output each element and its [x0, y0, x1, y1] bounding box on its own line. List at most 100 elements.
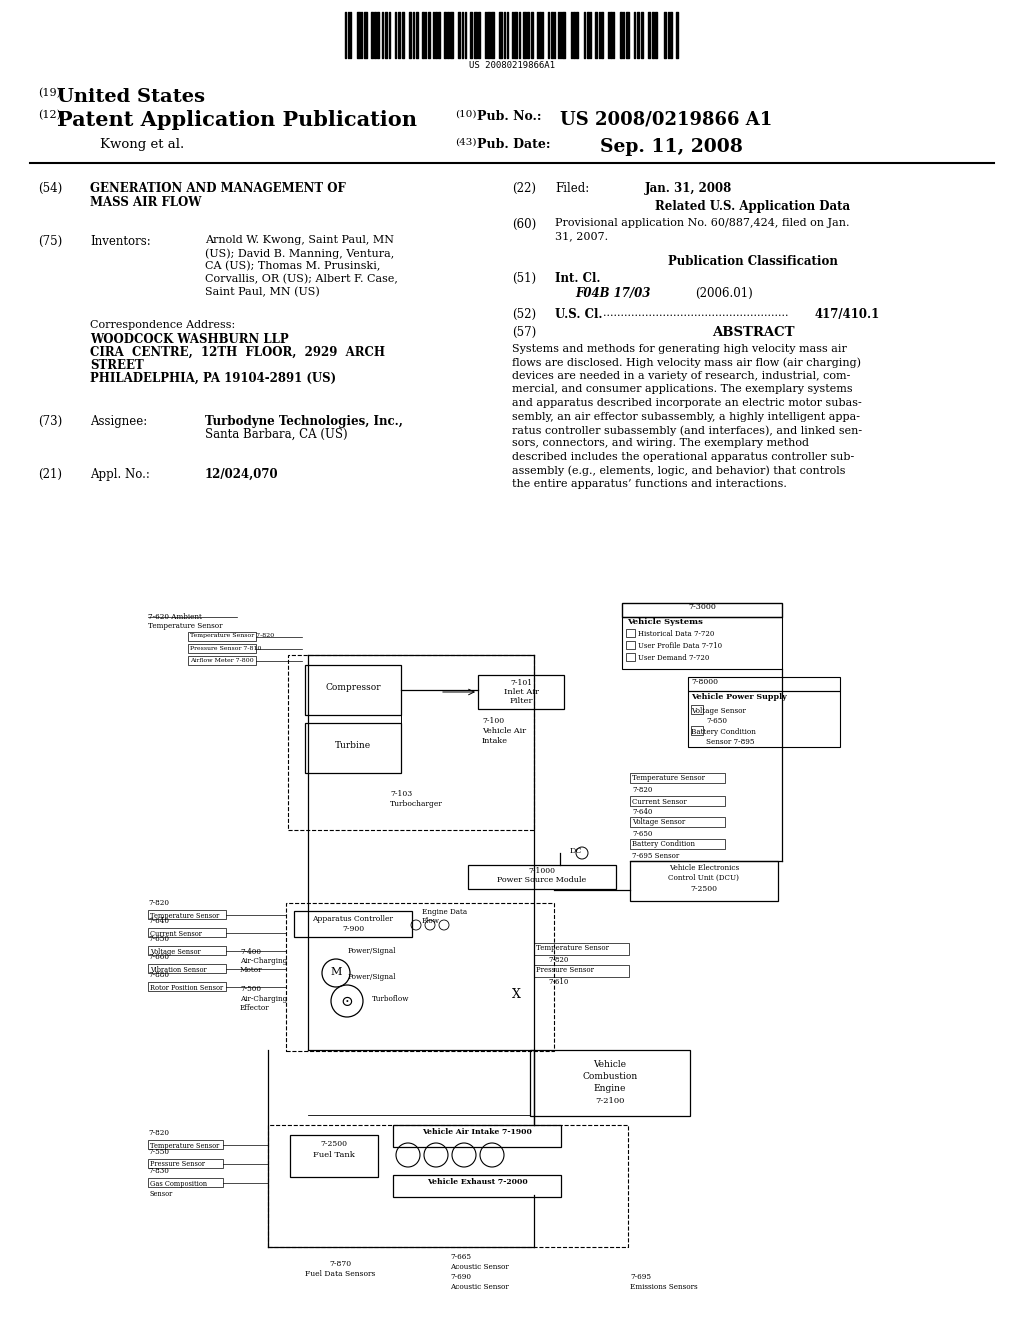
Text: devices are needed in a variety of research, industrial, com-: devices are needed in a variety of resea…	[512, 371, 850, 381]
Bar	[393, 1175, 561, 1197]
Text: STREET: STREET	[90, 359, 143, 372]
Text: Publication Classification: Publication Classification	[668, 255, 838, 268]
Text: User Demand 7-720: User Demand 7-720	[638, 653, 710, 663]
Text: Temperature Sensor: Temperature Sensor	[536, 945, 609, 953]
Bar	[530, 1049, 690, 1115]
Text: Temperature Sensor: Temperature Sensor	[632, 775, 705, 783]
Text: 7-695: 7-695	[630, 1272, 651, 1280]
Text: Battery Condition: Battery Condition	[691, 729, 756, 737]
Text: Vehicle Exhaust 7-2000: Vehicle Exhaust 7-2000	[427, 1177, 527, 1185]
Text: Assignee:: Assignee:	[90, 414, 147, 428]
Text: 7-870: 7-870	[329, 1261, 351, 1269]
Text: 7-100: 7-100	[482, 717, 504, 725]
Text: (73): (73)	[38, 414, 62, 428]
Text: 7-690: 7-690	[450, 1272, 471, 1280]
Text: Kwong et al.: Kwong et al.	[100, 139, 184, 150]
Text: Engine Data: Engine Data	[422, 908, 467, 916]
Text: Air-Charging: Air-Charging	[240, 995, 288, 1003]
Text: MASS AIR FLOW: MASS AIR FLOW	[90, 195, 202, 209]
Text: Compressor: Compressor	[326, 682, 381, 692]
Text: Pub. No.:: Pub. No.:	[477, 110, 542, 123]
Bar	[688, 677, 840, 690]
Bar	[148, 928, 226, 937]
Text: Acoustic Sensor: Acoustic Sensor	[450, 1263, 509, 1271]
Text: Power/Signal: Power/Signal	[348, 973, 396, 981]
Text: sors, connectors, and wiring. The exemplary method: sors, connectors, and wiring. The exempl…	[512, 438, 809, 449]
Bar	[268, 1125, 628, 1247]
Text: 7-103: 7-103	[390, 789, 413, 799]
Text: Temperature Sensor: Temperature Sensor	[148, 622, 222, 630]
Text: Current Sensor: Current Sensor	[150, 929, 202, 937]
Text: (10): (10)	[455, 110, 476, 119]
Text: Sensor 7-895: Sensor 7-895	[706, 738, 755, 746]
Text: Turbocharger: Turbocharger	[390, 800, 442, 808]
Text: Related U.S. Application Data: Related U.S. Application Data	[655, 201, 851, 213]
Text: 7-1000: 7-1000	[528, 867, 555, 875]
Text: Voltage Sensor: Voltage Sensor	[150, 948, 201, 956]
Bar	[148, 946, 226, 954]
Text: (51): (51)	[512, 272, 537, 285]
Text: (75): (75)	[38, 235, 62, 248]
Text: Turboflow: Turboflow	[372, 995, 410, 1003]
Text: Vehicle Systems: Vehicle Systems	[627, 618, 702, 626]
Text: Vehicle Air Intake 7-1900: Vehicle Air Intake 7-1900	[422, 1129, 531, 1137]
Text: 7-610: 7-610	[548, 978, 568, 986]
Text: X: X	[512, 987, 521, 1001]
Text: (US); David B. Manning, Ventura,: (US); David B. Manning, Ventura,	[205, 248, 394, 259]
Text: Provisional application No. 60/887,424, filed on Jan.: Provisional application No. 60/887,424, …	[555, 218, 850, 228]
Text: Pub. Date:: Pub. Date:	[477, 139, 551, 150]
Text: Combustion: Combustion	[583, 1072, 638, 1081]
Text: GENERATION AND MANAGEMENT OF: GENERATION AND MANAGEMENT OF	[90, 182, 346, 195]
Bar	[478, 675, 564, 709]
Text: Pressure Sensor: Pressure Sensor	[150, 1160, 205, 1168]
Bar	[688, 690, 840, 747]
Text: Fuel Tank: Fuel Tank	[313, 1151, 355, 1159]
Text: Vehicle Air: Vehicle Air	[482, 727, 526, 735]
Text: Sep. 11, 2008: Sep. 11, 2008	[600, 139, 742, 156]
Text: Voltage Sensor: Voltage Sensor	[691, 708, 745, 715]
Text: Battery Condition: Battery Condition	[632, 841, 695, 849]
Text: 7-620 Ambient: 7-620 Ambient	[148, 612, 202, 620]
Text: Appl. No.:: Appl. No.:	[90, 469, 150, 480]
Text: 7-900: 7-900	[342, 925, 365, 933]
Text: Vehicle: Vehicle	[594, 1060, 627, 1069]
Text: Apparatus Controller: Apparatus Controller	[312, 915, 393, 923]
Bar	[626, 630, 635, 638]
Text: Sensor: Sensor	[150, 1189, 173, 1197]
Text: PHILADELPHIA, PA 19104-2891 (US): PHILADELPHIA, PA 19104-2891 (US)	[90, 372, 336, 385]
Text: Air-Charging: Air-Charging	[240, 957, 288, 965]
Text: 7-8000: 7-8000	[691, 678, 718, 686]
Text: Santa Barbara, CA (US): Santa Barbara, CA (US)	[205, 428, 347, 441]
Bar	[148, 982, 226, 991]
Text: ⊙: ⊙	[341, 995, 353, 1008]
Bar	[148, 1140, 223, 1148]
Text: Power Source Module: Power Source Module	[498, 876, 587, 884]
Text: and apparatus described incorporate an electric motor subas-: and apparatus described incorporate an e…	[512, 399, 862, 408]
Text: Inventors:: Inventors:	[90, 235, 151, 248]
Text: Historical Data 7-720: Historical Data 7-720	[638, 630, 715, 638]
Text: Power/Signal: Power/Signal	[348, 946, 396, 954]
Text: Vehicle Power Supply: Vehicle Power Supply	[691, 693, 786, 701]
Text: 7-660: 7-660	[148, 953, 169, 961]
Text: US 2008/0219866 A1: US 2008/0219866 A1	[560, 110, 772, 128]
Text: 12/024,070: 12/024,070	[205, 469, 279, 480]
Text: 7-880: 7-880	[148, 972, 169, 979]
Bar	[148, 1177, 223, 1187]
Bar	[305, 723, 401, 774]
Text: ABSTRACT: ABSTRACT	[712, 326, 795, 339]
Text: mercial, and consumer applications. The exemplary systems: mercial, and consumer applications. The …	[512, 384, 853, 395]
Text: 7-640: 7-640	[632, 808, 652, 817]
Bar	[188, 656, 256, 665]
Text: Patent Application Publication: Patent Application Publication	[57, 110, 417, 129]
Text: 7-3000: 7-3000	[688, 603, 716, 611]
Text: Rotor Position Sensor: Rotor Position Sensor	[150, 983, 223, 991]
Text: Turbine: Turbine	[335, 741, 371, 750]
Text: U.S. Cl.: U.S. Cl.	[555, 308, 602, 321]
Text: Airflow Meter 7-800: Airflow Meter 7-800	[190, 657, 254, 663]
Text: (57): (57)	[512, 326, 537, 339]
Bar	[630, 840, 725, 849]
Bar	[294, 911, 412, 937]
Bar	[290, 1135, 378, 1177]
Text: Filed:: Filed:	[555, 182, 589, 195]
Text: 7-830: 7-830	[148, 1167, 169, 1175]
